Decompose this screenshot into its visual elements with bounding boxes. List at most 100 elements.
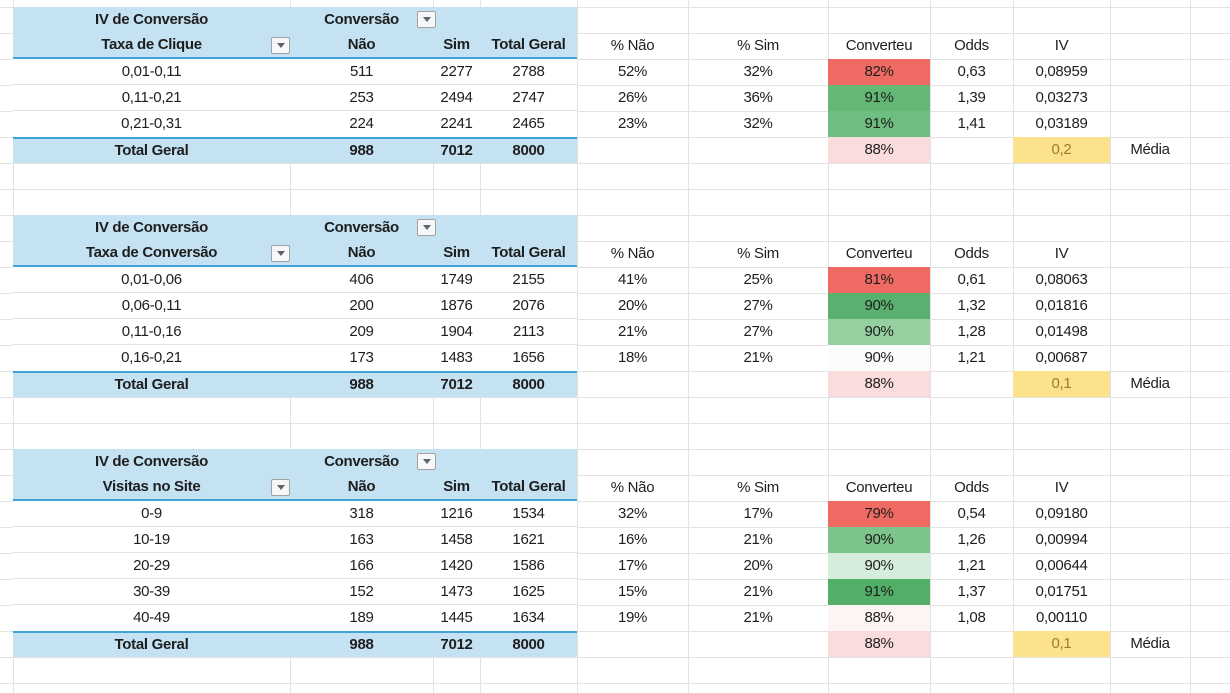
cell-pct-nao[interactable]: 16% (617, 531, 648, 548)
analysis-header-3[interactable]: Odds (954, 479, 989, 496)
col-header-total-geral[interactable]: Total Geral (491, 244, 566, 261)
filter-button[interactable] (417, 453, 436, 470)
cell-converteu[interactable]: 90% (828, 293, 930, 319)
cell-sim[interactable]: 2277 (440, 63, 473, 80)
filter-button[interactable] (271, 245, 290, 262)
total-sim[interactable]: 7012 (440, 636, 473, 653)
total-converteu[interactable]: 88% (828, 137, 930, 163)
total-nao[interactable]: 988 (349, 636, 374, 653)
analysis-header-0[interactable]: % Não (610, 245, 655, 262)
cell-odds[interactable]: 1,28 (957, 323, 986, 340)
cell-nao[interactable]: 189 (349, 609, 374, 626)
cell-pct-sim[interactable]: 21% (743, 583, 773, 600)
cell-odds[interactable]: 0,63 (957, 63, 986, 80)
cell-sim[interactable]: 1876 (440, 297, 473, 314)
cell-pct-sim[interactable]: 21% (743, 609, 773, 626)
cell-pct-sim[interactable]: 17% (743, 505, 773, 522)
cell-row-label[interactable]: 40-49 (133, 609, 170, 626)
analysis-header-1[interactable]: % Sim (737, 479, 779, 496)
cell-converteu[interactable]: 90% (828, 553, 930, 579)
media-label[interactable]: Média (1130, 375, 1170, 392)
cell-sim[interactable]: 1483 (440, 349, 473, 366)
cell-nao[interactable]: 224 (349, 115, 374, 132)
cell-total[interactable]: 2113 (512, 323, 545, 340)
cell-converteu[interactable]: 90% (828, 345, 930, 371)
col-header-total-geral[interactable]: Total Geral (491, 36, 566, 53)
col-header-sim[interactable]: Sim (443, 478, 470, 495)
cell-row-label[interactable]: 20-29 (133, 557, 170, 574)
cell-iv[interactable]: 0,00994 (1035, 531, 1088, 548)
col-header-nao[interactable]: Não (347, 36, 376, 53)
col-header-sim[interactable]: Sim (443, 36, 470, 53)
cell-total[interactable]: 2076 (512, 297, 545, 314)
cell-pct-nao[interactable]: 41% (617, 271, 648, 288)
cell-odds[interactable]: 1,26 (957, 531, 986, 548)
cell-pct-sim[interactable]: 21% (743, 531, 773, 548)
cell-pct-sim[interactable]: 20% (743, 557, 773, 574)
cell-iv[interactable]: 0,01498 (1035, 323, 1088, 340)
analysis-header-1[interactable]: % Sim (737, 245, 779, 262)
cell-pct-nao[interactable]: 18% (617, 349, 648, 366)
analysis-header-4[interactable]: IV (1054, 37, 1069, 54)
cell-pct-sim[interactable]: 27% (743, 297, 773, 314)
total-total[interactable]: 8000 (512, 636, 545, 653)
cell-total[interactable]: 1634 (512, 609, 545, 626)
cell-row-label[interactable]: 0,01-0,11 (121, 63, 182, 80)
total-iv[interactable]: 0,2 (1013, 137, 1110, 163)
cell-total[interactable]: 1621 (512, 531, 545, 548)
cell-pct-nao[interactable]: 32% (617, 505, 648, 522)
cell-iv[interactable]: 0,00110 (1035, 609, 1087, 626)
cell-odds[interactable]: 1,39 (957, 89, 986, 106)
analysis-header-2[interactable]: Converteu (845, 479, 913, 496)
cell-nao[interactable]: 200 (349, 297, 374, 314)
cell-total[interactable]: 2465 (512, 115, 545, 132)
row-field-label[interactable]: Taxa de Conversão (85, 244, 218, 261)
media-label[interactable]: Média (1130, 635, 1170, 652)
cell-converteu[interactable]: 91% (828, 111, 930, 137)
cell-pct-nao[interactable]: 52% (617, 63, 648, 80)
col-header-sim[interactable]: Sim (443, 244, 470, 261)
cell-converteu[interactable]: 90% (828, 319, 930, 345)
cell-nao[interactable]: 163 (349, 531, 374, 548)
cell-sim[interactable]: 1473 (440, 583, 473, 600)
cell-odds[interactable]: 1,08 (957, 609, 986, 626)
analysis-header-4[interactable]: IV (1054, 479, 1069, 496)
cell-pct-nao[interactable]: 15% (617, 583, 648, 600)
cell-row-label[interactable]: 0,21-0,31 (121, 115, 182, 132)
row-field-label[interactable]: Taxa de Clique (101, 36, 202, 53)
cell-pct-nao[interactable]: 19% (617, 609, 648, 626)
analysis-header-2[interactable]: Converteu (845, 37, 913, 54)
col-header-nao[interactable]: Não (347, 478, 376, 495)
analysis-header-0[interactable]: % Não (610, 479, 655, 496)
cell-converteu[interactable]: 79% (828, 501, 930, 527)
total-nao[interactable]: 988 (349, 376, 374, 393)
analysis-header-4[interactable]: IV (1054, 245, 1069, 262)
total-total[interactable]: 8000 (512, 376, 545, 393)
cell-odds[interactable]: 1,32 (957, 297, 986, 314)
filter-button[interactable] (271, 479, 290, 496)
cell-total[interactable]: 1656 (512, 349, 545, 366)
cell-odds[interactable]: 1,41 (957, 115, 986, 132)
analysis-header-3[interactable]: Odds (954, 37, 989, 54)
table-title[interactable]: IV de Conversão (94, 453, 209, 470)
total-sim[interactable]: 7012 (440, 142, 473, 159)
cell-converteu[interactable]: 90% (828, 527, 930, 553)
cell-nao[interactable]: 173 (349, 349, 374, 366)
cell-odds[interactable]: 0,54 (957, 505, 986, 522)
cell-total[interactable]: 1625 (512, 583, 545, 600)
analysis-header-3[interactable]: Odds (954, 245, 989, 262)
cell-sim[interactable]: 1904 (440, 323, 473, 340)
cell-row-label[interactable]: 0,06-0,11 (121, 297, 182, 314)
cell-iv[interactable]: 0,00687 (1035, 349, 1088, 366)
media-label[interactable]: Média (1130, 141, 1170, 158)
total-sim[interactable]: 7012 (440, 376, 473, 393)
cell-iv[interactable]: 0,03273 (1035, 89, 1088, 106)
cell-row-label[interactable]: 0,11-0,21 (121, 89, 182, 106)
cell-row-label[interactable]: 0,11-0,16 (121, 323, 182, 340)
cell-nao[interactable]: 166 (349, 557, 374, 574)
cell-sim[interactable]: 1458 (440, 531, 473, 548)
cell-pct-nao[interactable]: 21% (617, 323, 648, 340)
cell-pct-sim[interactable]: 21% (743, 349, 773, 366)
cell-converteu[interactable]: 82% (828, 59, 930, 85)
cell-odds[interactable]: 1,21 (957, 349, 986, 366)
